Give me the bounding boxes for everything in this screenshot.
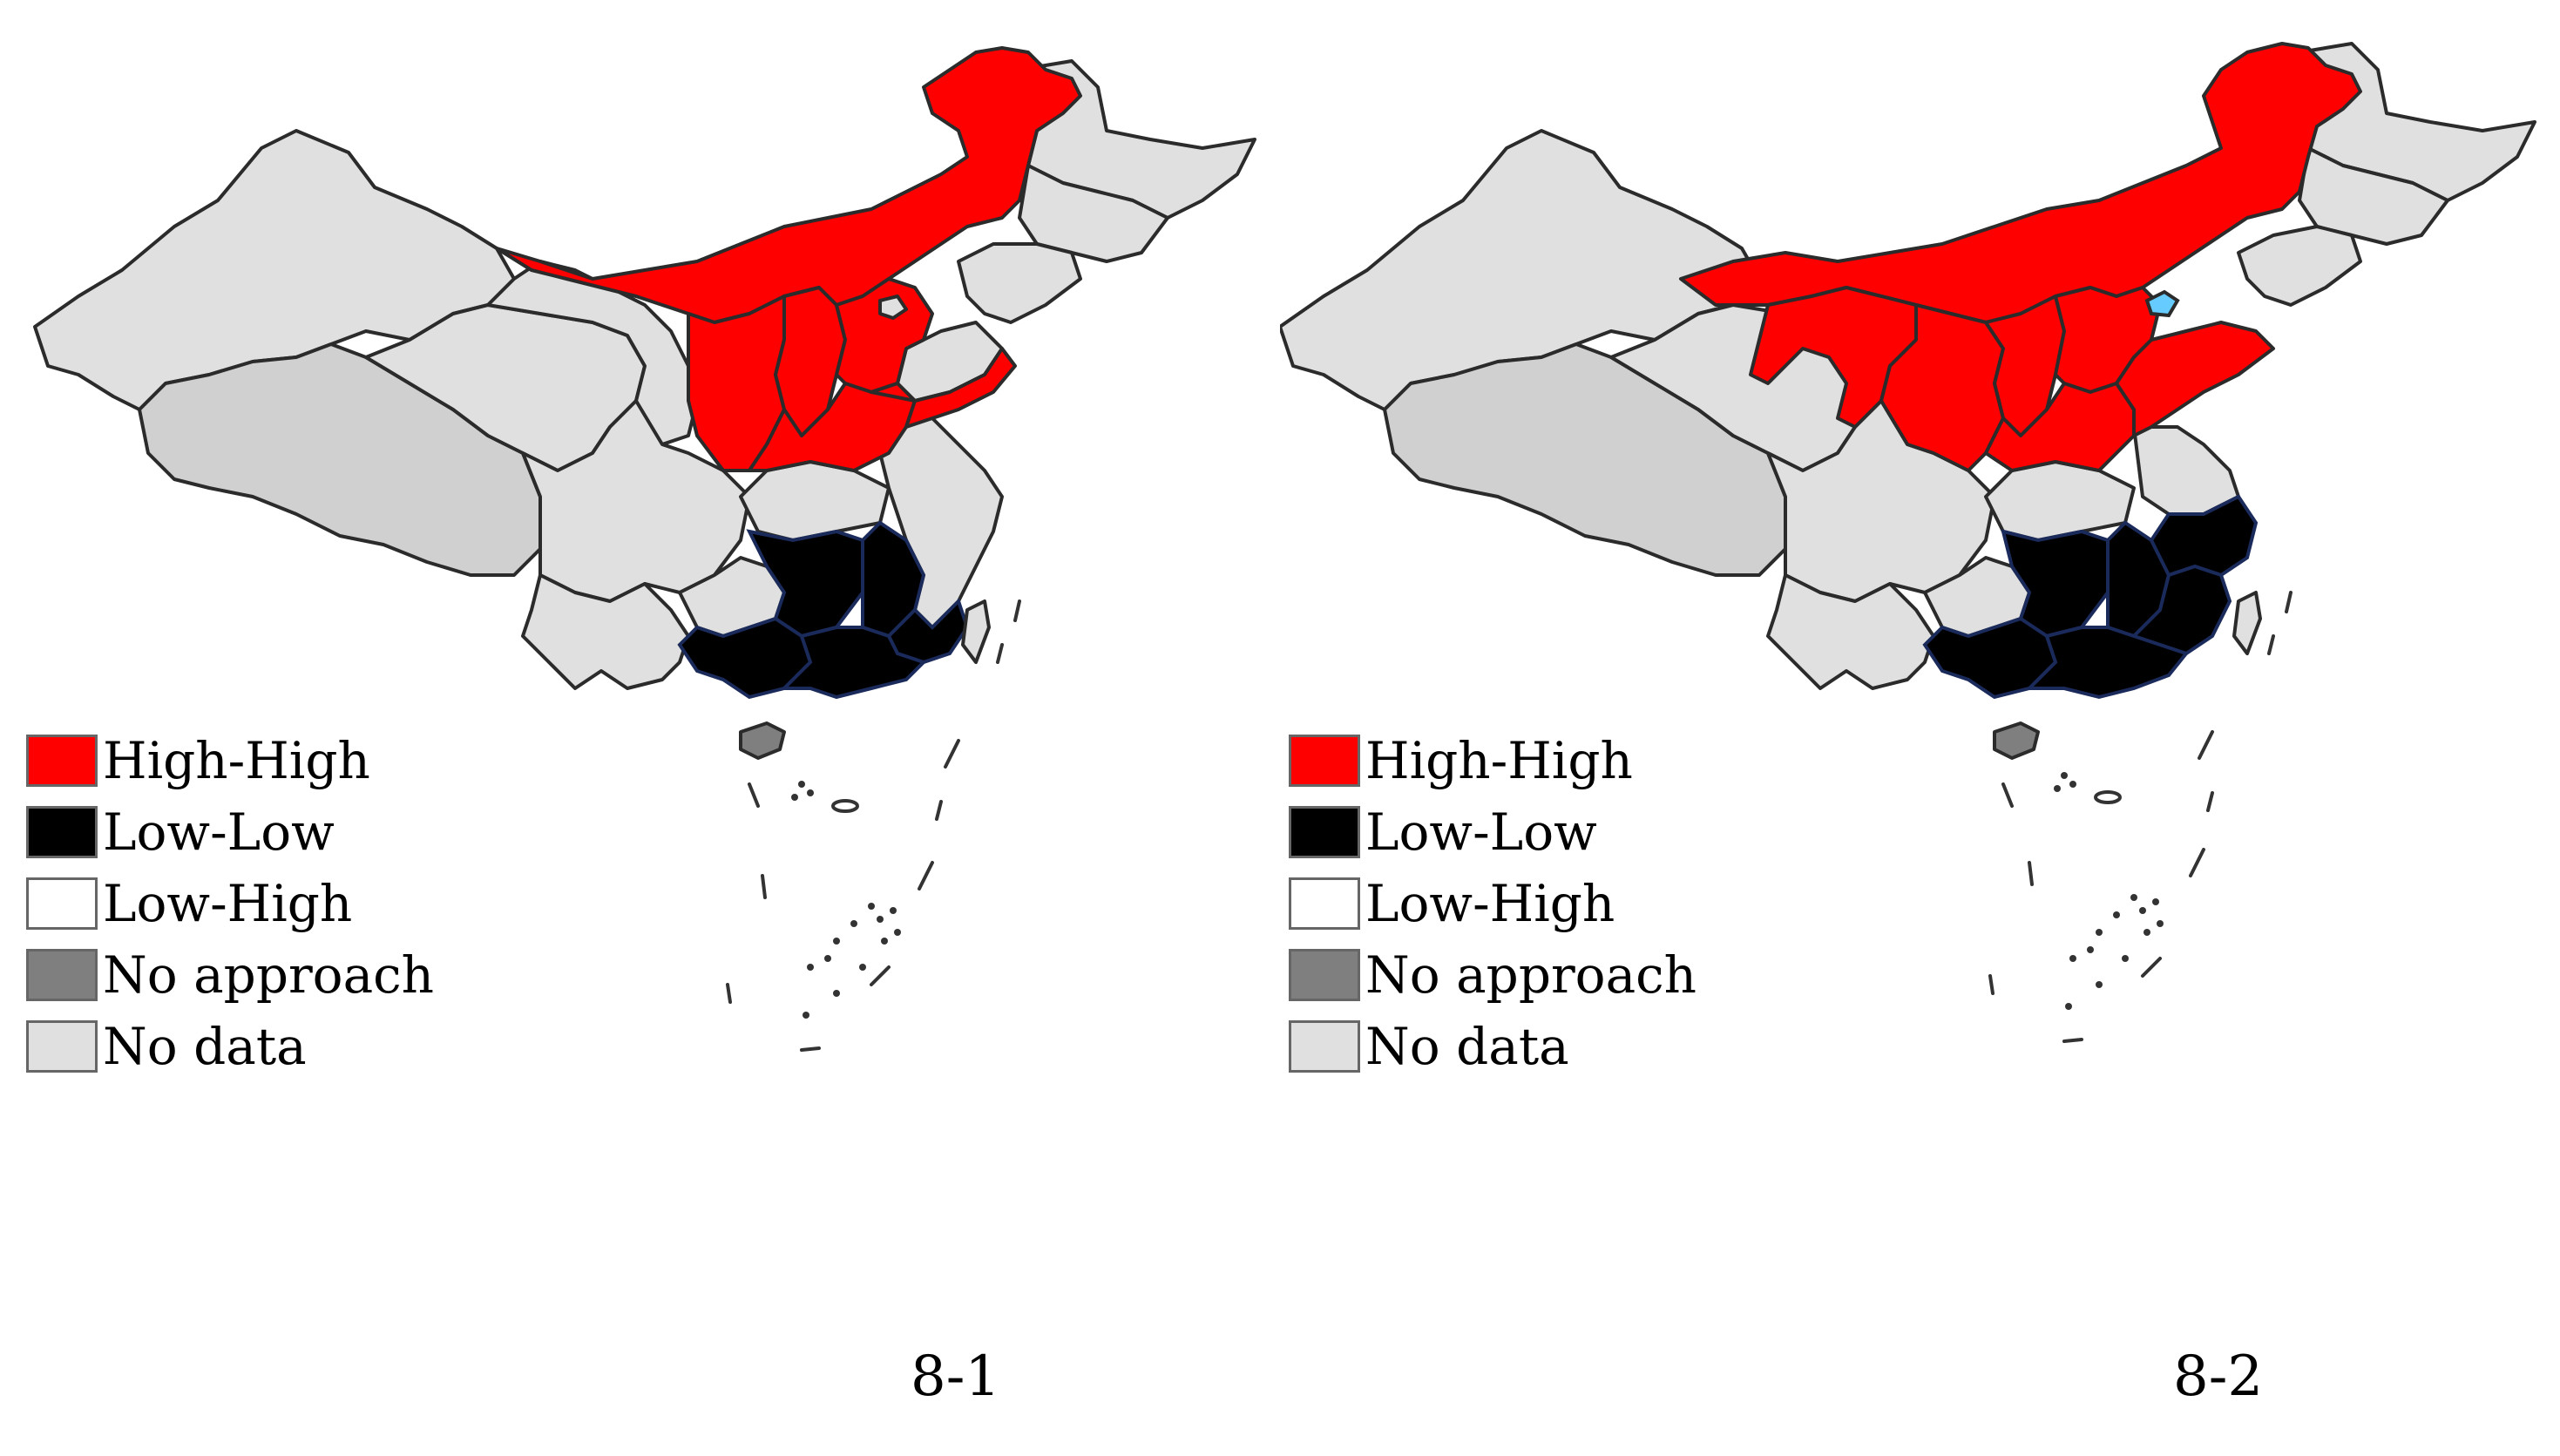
- legend-item-low-high: Low-High: [26, 868, 434, 939]
- region-guangdong: [2025, 626, 2190, 700]
- legend-swatch: [1289, 949, 1360, 1001]
- region-jilin: [1018, 164, 1169, 263]
- legend-label: Low-Low: [1365, 802, 1597, 862]
- legend-swatch: [26, 877, 98, 930]
- legend-item-high-high: High-High: [1289, 725, 1697, 796]
- region-anhui-jiangsu: [2132, 425, 2240, 516]
- region-guangdong: [780, 626, 927, 700]
- region-liaoning: [2237, 225, 2362, 307]
- legend-label: High-High: [103, 731, 370, 790]
- region-liaoning: [957, 242, 1082, 324]
- legend-swatch: [1289, 1020, 1360, 1073]
- region-taiwan: [2232, 591, 2262, 655]
- china-map-2: [1280, 42, 2536, 1043]
- legend-label: No data: [103, 1017, 307, 1076]
- region-henan: [748, 382, 917, 472]
- legend-swatch: [1289, 735, 1360, 787]
- legend-1: High-High Low-Low Low-High No approach N…: [26, 725, 434, 1082]
- region-hainan: [739, 721, 786, 760]
- legend-label: High-High: [1365, 731, 1633, 790]
- legend-item-no-approach: No approach: [26, 939, 434, 1011]
- region-jilin: [2298, 146, 2449, 246]
- panel-caption: 8-1: [911, 1344, 1001, 1409]
- legend-swatch: [26, 735, 98, 787]
- region-taiwan: [961, 599, 991, 664]
- legend-item-no-data: No data: [1289, 1011, 1697, 1082]
- region-zhejiang: [2149, 494, 2259, 578]
- legend-label: No data: [1365, 1017, 1569, 1076]
- legend-item-no-approach: No approach: [1289, 939, 1697, 1011]
- region-beijing: [878, 295, 908, 320]
- legend-swatch: [26, 1020, 98, 1073]
- region-shandong: [2115, 321, 2275, 437]
- legend-label: Low-High: [1365, 874, 1615, 933]
- map-panel-1: High-High Low-Low Low-High No approach N…: [26, 46, 1256, 1409]
- legend-swatch: [26, 806, 98, 858]
- legend-label: Low-High: [103, 874, 353, 933]
- legend-swatch: [1289, 806, 1360, 858]
- region-gansu-ningxia: [1749, 286, 1918, 429]
- south-china-sea-islands: [726, 599, 1021, 1052]
- region-beijing-low-high: [2144, 289, 2180, 318]
- legend-label: Low-Low: [103, 802, 335, 862]
- panel-caption: 8-2: [2173, 1344, 2264, 1409]
- region-henan: [1984, 382, 2136, 472]
- region-hainan: [1993, 721, 2040, 760]
- legend-item-no-data: No data: [26, 1011, 434, 1082]
- region-hubei: [1984, 460, 2136, 542]
- legend-label: No approach: [1365, 945, 1697, 1005]
- region-hebei: [835, 277, 934, 394]
- legend-item-low-high: Low-High: [1289, 868, 1697, 939]
- legend-item-high-high: High-High: [26, 725, 434, 796]
- legend-item-low-low: Low-Low: [26, 796, 434, 868]
- region-hubei: [739, 460, 891, 542]
- legend-swatch: [1289, 877, 1360, 930]
- legend-swatch: [26, 949, 98, 1001]
- china-map-1: [33, 46, 1256, 1052]
- map-panel-2: High-High Low-Low Low-High No approach N…: [1280, 0, 2560, 1456]
- region-yunnan: [521, 573, 690, 690]
- south-china-sea-islands: [1988, 591, 2292, 1043]
- region-shandong-east: [870, 347, 1017, 429]
- legend-item-low-low: Low-Low: [1289, 796, 1697, 868]
- legend-label: No approach: [103, 945, 435, 1005]
- legend-2: High-High Low-Low Low-High No approach N…: [1289, 725, 1697, 1082]
- region-yunnan: [1766, 573, 1935, 690]
- region-fujian: [2130, 564, 2232, 656]
